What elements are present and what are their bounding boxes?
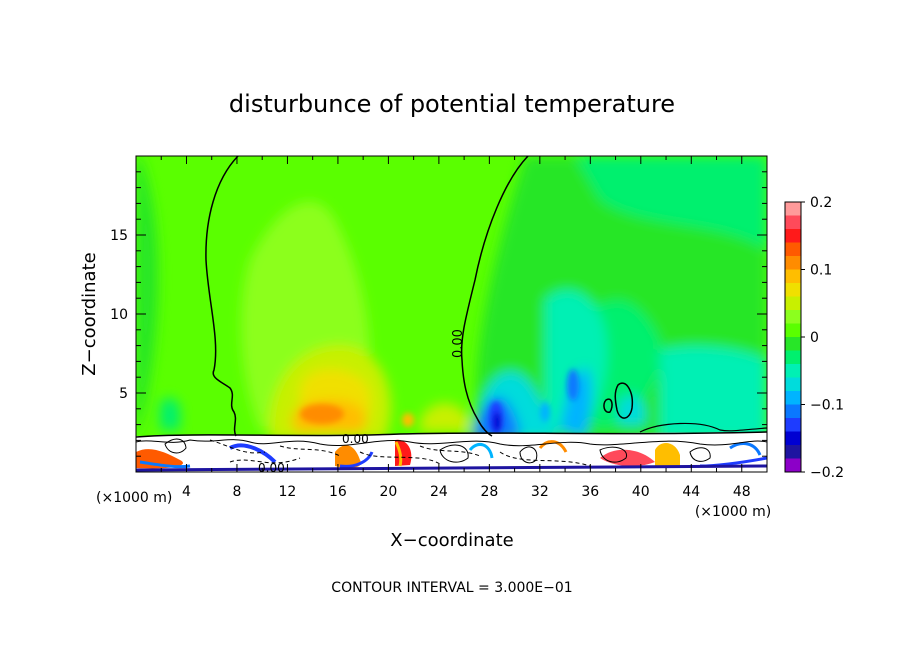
y-axis-label: Z−coordinate	[79, 252, 100, 375]
field-shading	[136, 156, 767, 440]
x-tick-label: 36	[581, 484, 599, 500]
x-tick-label: 12	[279, 484, 297, 500]
contour-interval-note: CONTOUR INTERVAL = 3.000E−01	[331, 580, 572, 596]
zero-contour-loop-a	[614, 382, 634, 419]
y-tick-label: 5	[119, 386, 128, 402]
contour-label-2: 0.00	[258, 461, 285, 475]
x-tick-label: 48	[733, 484, 751, 500]
x-tick-label: 8	[232, 484, 241, 500]
colorbar-swatch	[785, 418, 801, 432]
colorbar-swatch	[785, 364, 801, 378]
colorbar-swatch	[785, 202, 801, 216]
x-tick-label: 4	[182, 484, 191, 500]
x-tick-label: 28	[480, 484, 498, 500]
colorbar-swatch	[785, 310, 801, 324]
colorbar-swatch	[785, 391, 801, 405]
x-tick-label: 20	[379, 484, 397, 500]
chart-title: disturbunce of potential temperature	[229, 90, 675, 118]
colorbar-swatch	[785, 256, 801, 270]
colorbar-tick-label: −0.2	[810, 465, 844, 481]
x-tick-label: 16	[329, 484, 347, 500]
boundary-layer	[136, 431, 767, 472]
x-tick-label: 40	[632, 484, 650, 500]
colorbar: 0.2 0.1 0 −0.1 −0.2	[784, 195, 844, 481]
zero-contour-loop-c	[639, 422, 767, 433]
colorbar-swatch	[785, 283, 801, 297]
colorbar-swatch	[785, 404, 801, 419]
colorbar-swatch	[785, 458, 801, 473]
x-unit-left: (×1000 m)	[96, 490, 172, 506]
contour-field: 0.00 0.00 0.00	[136, 156, 767, 475]
colorbar-tick-label: 0.2	[810, 195, 832, 211]
colorbar-swatch	[785, 296, 801, 311]
colorbar-tick-label: 0.1	[810, 263, 832, 279]
colorbar-swatch	[785, 445, 801, 459]
colorbar-swatch	[785, 269, 801, 284]
x-tick-label: 24	[430, 484, 448, 500]
colorbar-swatch	[785, 229, 801, 243]
colorbar-swatch	[785, 431, 801, 446]
field-cores	[300, 369, 579, 435]
x-tick-label: 44	[682, 484, 700, 500]
zero-contour-loop-b	[603, 398, 613, 413]
x-axis-label: X−coordinate	[390, 530, 513, 551]
colorbar-swatch	[785, 242, 801, 257]
colorbar-swatch	[785, 337, 801, 351]
colorbar-swatch	[785, 215, 801, 230]
colorbar-swatch	[785, 323, 801, 338]
x-unit-right: (×1000 m)	[695, 504, 771, 520]
zero-contour-right	[460, 156, 529, 437]
colorbar-tick-label: −0.1	[810, 398, 844, 414]
colorbar-swatch	[785, 350, 801, 365]
y-tick-label: 10	[110, 307, 128, 323]
x-tick-label: 32	[531, 484, 549, 500]
zero-contour-left	[205, 156, 239, 437]
colorbar-tick-label: 0	[810, 330, 819, 346]
y-tick-label: 15	[110, 228, 128, 244]
contour-label-1: 0.00	[342, 432, 369, 446]
colorbar-swatch	[785, 377, 801, 392]
contour-label-0: 0.00	[451, 329, 466, 358]
